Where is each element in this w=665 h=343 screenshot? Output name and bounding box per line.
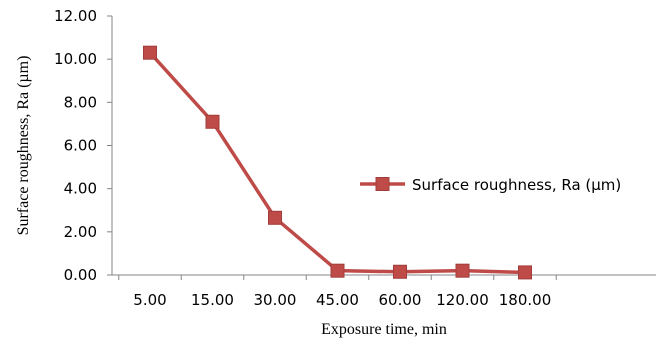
data-point-marker [205,114,220,129]
x-axis: 5.00 15.00 30.00 45.00 60.00 120.00 180.00 [112,274,656,309]
legend-marker [375,177,390,191]
x-tick-label: 15.00 [191,291,234,309]
x-tick-label: 120.00 [436,291,489,309]
data-point-marker [268,210,282,225]
legend: Surface roughness, Ra (µm) [360,176,621,194]
x-tick-label: 180.00 [499,291,552,309]
data-point-marker [455,263,470,278]
y-tick-label: 4.00 [64,180,97,198]
y-tick-label: 8.00 [64,93,97,111]
y-axis: 0.00 2.00 4.00 6.00 8.00 10.00 12.00 [54,7,113,284]
y-tick-label: 6.00 [64,137,97,155]
x-tick-label: 30.00 [254,291,297,309]
data-point-marker [330,263,345,278]
x-tick-label: 5.00 [133,291,166,309]
y-axis-title: Surface roughness, Ra (µm) [15,56,32,236]
x-tick-label: 45.00 [316,291,359,309]
x-axis-title: Exposure time, min [321,321,447,338]
y-tick-label: 10.00 [54,50,97,68]
series-line [148,51,526,275]
data-point-marker [393,264,407,279]
x-tick-label: 60.00 [379,291,422,309]
y-tick-label: 0.00 [64,266,97,284]
legend-label: Surface roughness, Ra (µm) [412,176,621,194]
series-layer [143,45,532,280]
data-point-marker [518,265,532,280]
y-tick-label: 2.00 [64,223,97,241]
data-point-marker [143,45,157,60]
y-tick-label: 12.00 [54,7,97,25]
